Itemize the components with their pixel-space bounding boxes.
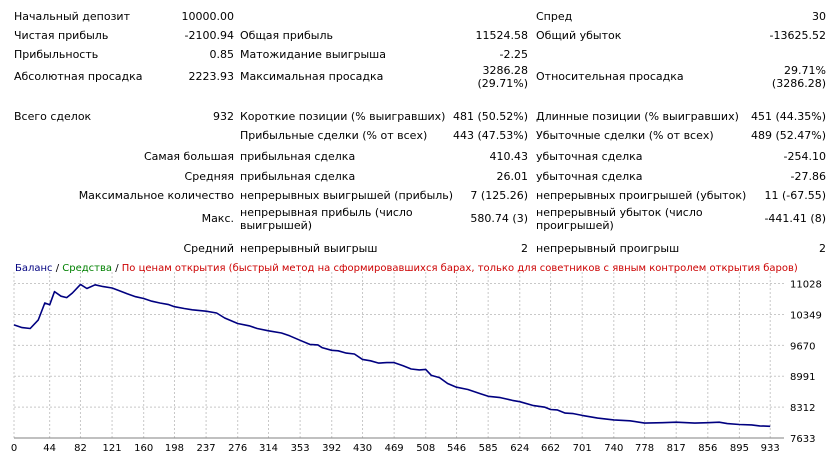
x-tick-label: 585 (479, 443, 498, 454)
summary-value: 11524.58 (475, 29, 529, 42)
summary-value: 489 (52.47%) (750, 129, 826, 142)
x-tick-label: 817 (667, 443, 686, 454)
summary-value: 580.74 (3) (470, 212, 528, 225)
legend-item: / (52, 263, 63, 274)
summary-value: 932 (213, 110, 234, 123)
summary-label: Короткие позиции (% выигравших) (240, 110, 446, 123)
y-tick-label: 10349 (790, 310, 822, 321)
summary-label: прибыльная сделка (240, 150, 356, 163)
x-tick-label: 237 (197, 443, 216, 454)
summary-label: убыточная сделка (536, 170, 643, 183)
summary-value: 2 (521, 242, 528, 255)
summary-label: Максимальная просадка (240, 70, 384, 83)
summary-label: Начальный депозит (14, 10, 130, 23)
x-tick-label: 701 (573, 443, 592, 454)
summary-value: 26.01 (496, 170, 529, 183)
y-tick-label: 8312 (790, 403, 815, 414)
legend-item: Средства (62, 263, 113, 274)
summary-label: Средний (183, 242, 234, 255)
summary-value: -27.86 (790, 170, 826, 183)
balance-chart: 0 44 82 121 160 198 237 276 314 353 392 430 469 508 54… (0, 258, 838, 463)
summary-value: 3286.28 (29.71%) (477, 64, 528, 90)
legend-item: Баланс (15, 263, 53, 274)
summary-label: Самая большая (143, 150, 234, 163)
summary-label: Прибыльные сделки (% от всех) (240, 129, 428, 142)
summary-label: Относительная просадка (536, 70, 684, 83)
summary-value: 10000.00 (181, 10, 235, 23)
y-tick-label: 9670 (790, 341, 815, 352)
x-tick-label: 469 (385, 443, 404, 454)
summary-label: Чистая прибыль (14, 29, 109, 42)
summary-label: Общий убыток (536, 29, 622, 42)
balance-chart-svg: 0 44 82 121 160 198 237 276 314 353 392 430 469 508 54… (11, 271, 822, 454)
summary-value: 30 (812, 10, 826, 23)
summary-label: Длинные позиции (% выигравших) (536, 110, 739, 123)
y-tick-label: 11028 (790, 280, 822, 291)
plot-area (13, 271, 785, 439)
x-tick-label: 353 (291, 443, 310, 454)
x-tick-label: 160 (134, 443, 153, 454)
x-tick-label: 895 (730, 443, 749, 454)
summary-value: 11 (-67.55) (764, 189, 826, 202)
summary-value: 410.43 (489, 150, 529, 163)
summary-label: Спред (536, 10, 573, 23)
legend-item: / (112, 263, 122, 274)
x-tick-label: 44 (43, 443, 56, 454)
x-tick-label: 933 (761, 443, 780, 454)
summary-label: Убыточные сделки (% от всех) (536, 129, 714, 142)
summary-value: 2223.93 (188, 70, 235, 83)
summary-value: -2100.94 (184, 29, 234, 42)
summary-label: Макс. (201, 212, 234, 225)
summary-label: Средняя (184, 170, 234, 183)
x-tick-label: 314 (259, 443, 278, 454)
chart-legend: Баланс / Средства / По ценам открытия (б… (15, 263, 798, 274)
x-tick-label: 0 (11, 443, 17, 454)
summary-label: непрерывных выигрышей (прибыль) (240, 189, 454, 202)
x-tick-label: 82 (74, 443, 87, 454)
summary-value: 29.71% (3286.28) (771, 64, 826, 90)
summary-value: 7 (125.26) (470, 189, 528, 202)
legend-item: По ценам открытия (быстрый метод на сфор… (121, 263, 798, 274)
x-tick-label: 508 (416, 443, 435, 454)
balance-series-line (13, 283, 771, 428)
y-tick-label: 7633 (790, 434, 815, 445)
x-tick-label: 662 (541, 443, 560, 454)
summary-label: Матожидание выигрыша (240, 48, 386, 61)
summary-value: 0.85 (209, 48, 235, 61)
x-tick-label: 856 (698, 443, 717, 454)
summary-label: убыточная сделка (536, 150, 643, 163)
x-tick-label: 778 (635, 443, 654, 454)
x-tick-label: 392 (322, 443, 341, 454)
summary-value: -2.25 (499, 48, 528, 61)
summary-label: непрерывный выигрыш (240, 242, 378, 255)
x-tick-label: 546 (447, 443, 466, 454)
summary-label: прибыльная сделка (240, 170, 356, 183)
y-tick-label: 8991 (790, 372, 815, 383)
summary-value: 443 (47.53%) (452, 129, 528, 142)
summary-label: непрерывный убыток (число проигрышей) (536, 206, 703, 232)
report-summary: Начальный депозит 10000.00 Спред 30 Чистая п… (14, 10, 826, 255)
x-tick-label: 276 (228, 443, 247, 454)
summary-label: непрерывная прибыль (число выигрышей) (240, 206, 413, 232)
x-tick-label: 740 (604, 443, 623, 454)
x-tick-label: 624 (510, 443, 529, 454)
summary-label: непрерывный проигрыш (536, 242, 680, 255)
summary-value: 2 (819, 242, 826, 255)
summary-label: Максимальное количество (78, 189, 234, 202)
summary-value: 481 (50.52%) (452, 110, 528, 123)
summary-label: Абсолютная просадка (14, 70, 143, 83)
summary-value: -13625.52 (769, 29, 826, 42)
summary-label: непрерывных проигрышей (убыток) (536, 189, 747, 202)
summary-label: Общая прибыль (240, 29, 333, 42)
x-tick-label: 430 (353, 443, 372, 454)
summary-label: Прибыльность (14, 48, 99, 61)
summary-value: -254.10 (783, 150, 826, 163)
x-tick-label: 121 (103, 443, 122, 454)
summary-value: -441.41 (8) (764, 212, 826, 225)
x-tick-label: 198 (165, 443, 184, 454)
summary-label: Всего сделок (14, 110, 92, 123)
summary-value: 451 (44.35%) (750, 110, 826, 123)
